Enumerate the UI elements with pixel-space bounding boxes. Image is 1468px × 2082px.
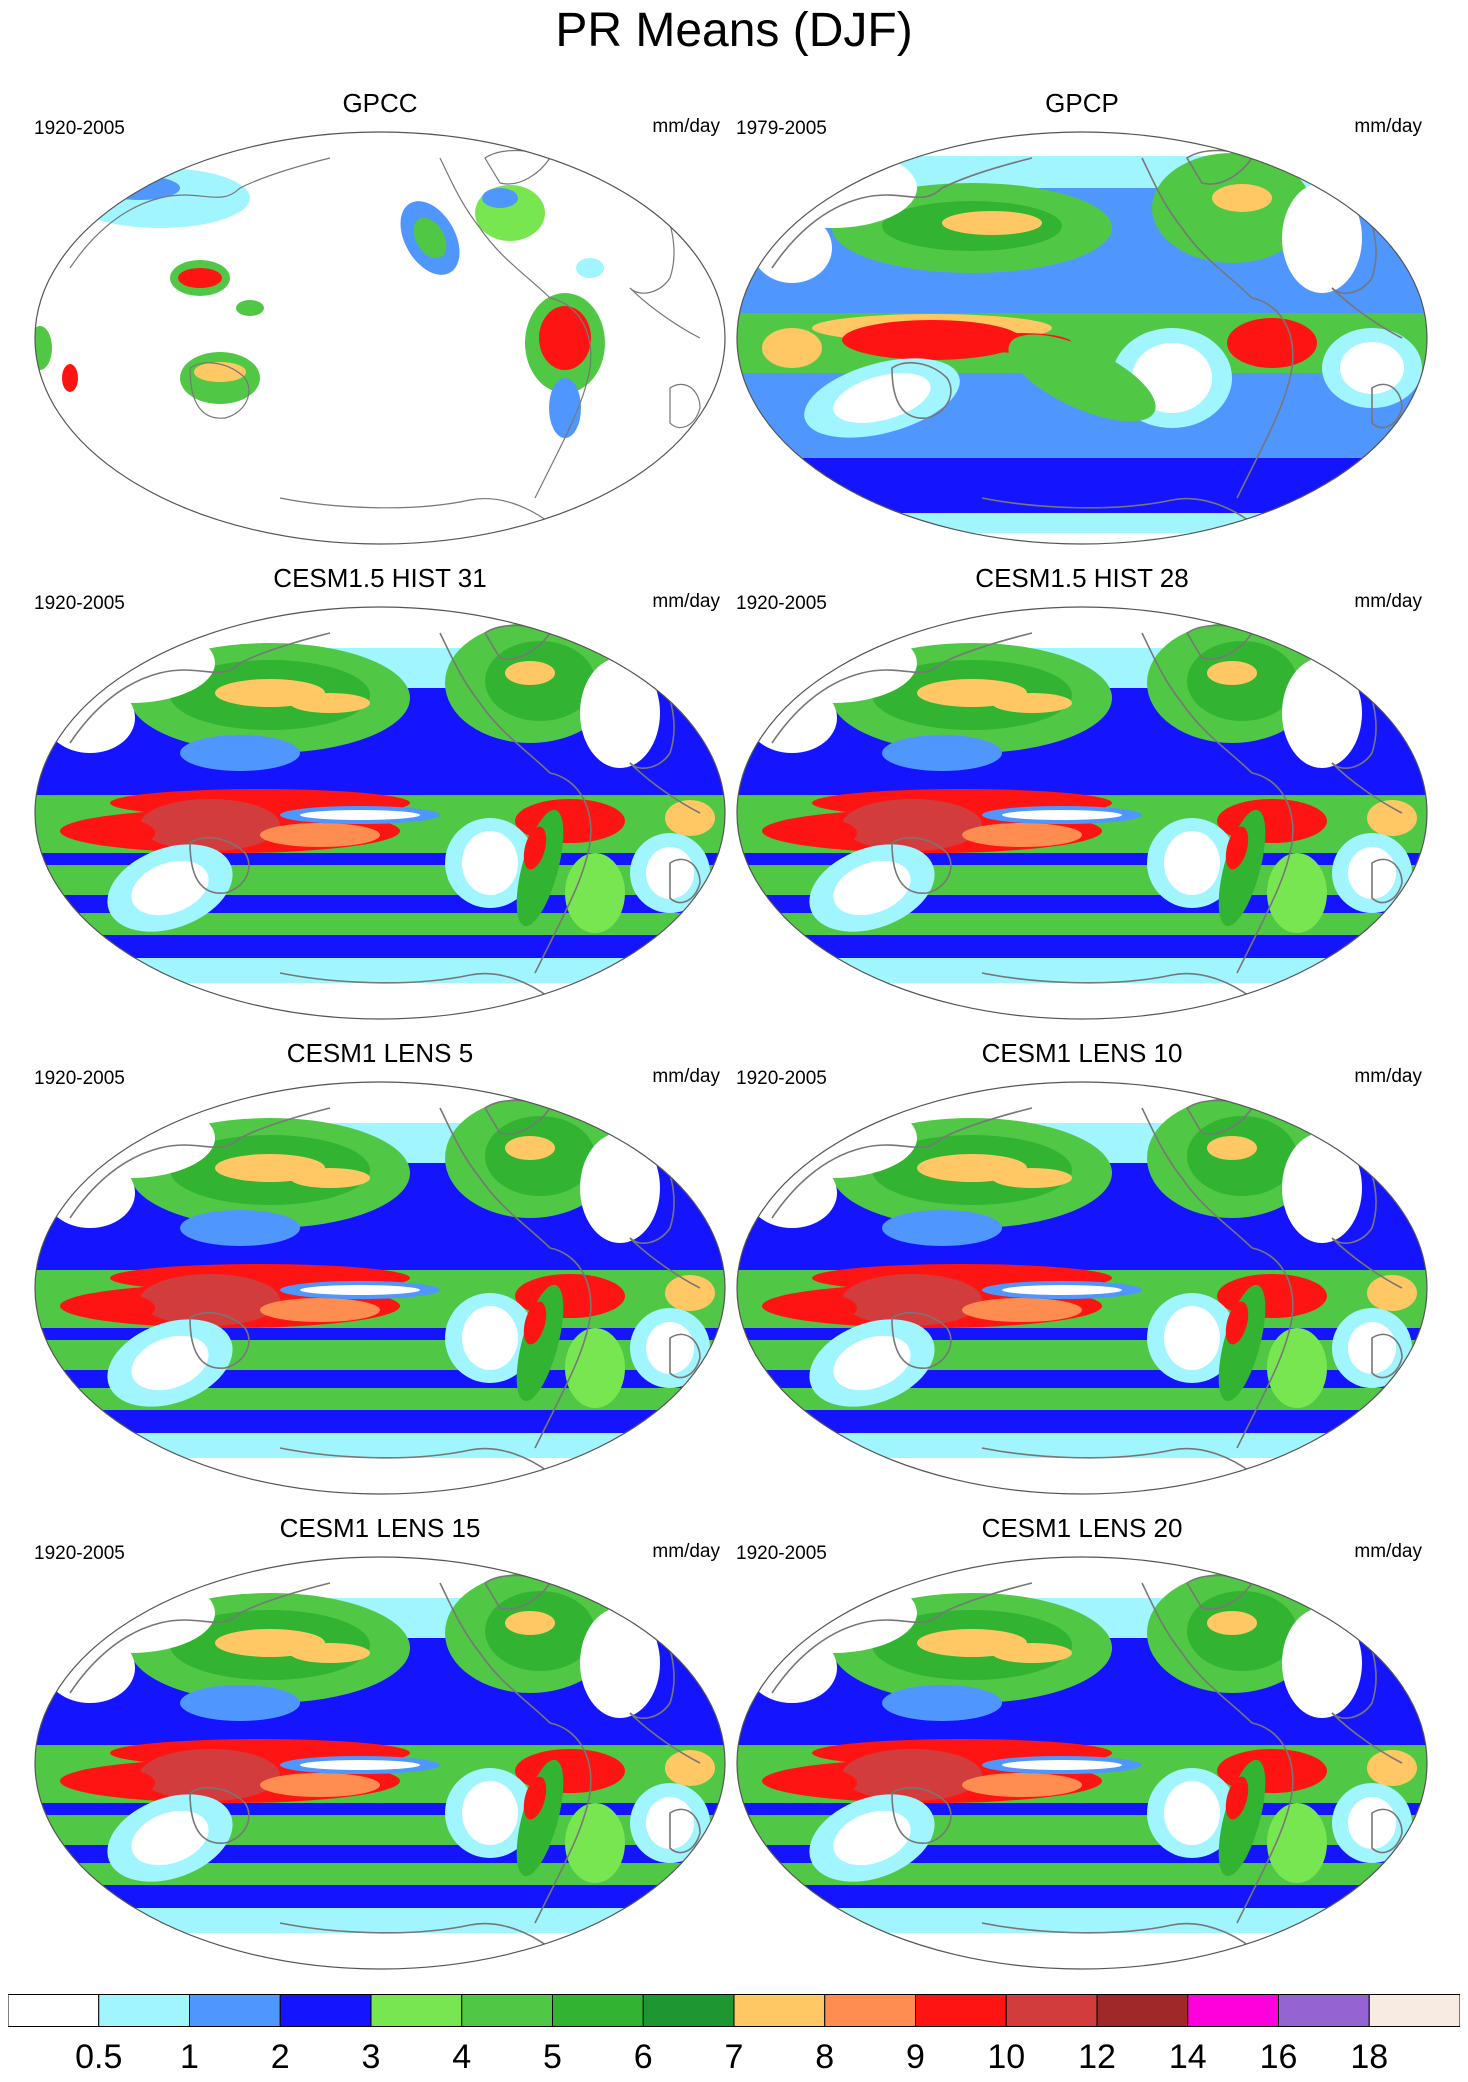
panel-years: 1920-2005 xyxy=(34,1068,125,1089)
colorbar-swatch xyxy=(1368,1994,1460,2027)
colorbar-label: 3 xyxy=(361,2038,381,2076)
map-panel: CESM1 LENS 20 1920-2005 mm/day xyxy=(732,1513,1432,1983)
colorbar-label: 0.5 xyxy=(75,2038,123,2076)
precip-map xyxy=(34,1556,726,1970)
colorbar-swatch xyxy=(1096,1994,1189,2027)
colorbar-label: 12 xyxy=(1078,2038,1116,2076)
panel-title: CESM1 LENS 10 xyxy=(981,1038,1183,1068)
colorbar-swatch xyxy=(1187,1994,1279,2027)
colorbar-swatch xyxy=(8,1994,100,2027)
colorbar-swatch xyxy=(1005,1994,1098,2027)
map-panel: CESM1 LENS 10 1920-2005 mm/day xyxy=(732,1038,1432,1508)
panel-units: mm/day xyxy=(1354,116,1422,137)
colorbar-swatch xyxy=(1278,1994,1370,2027)
panel-title: CESM1 LENS 15 xyxy=(279,1513,481,1543)
colorbar-label: 14 xyxy=(1168,2038,1207,2076)
colorbar-label: 7 xyxy=(724,2038,744,2076)
colorbar-label: 16 xyxy=(1259,2038,1298,2076)
colorbar-swatch xyxy=(824,1994,916,2027)
precip-map xyxy=(736,1556,1428,1970)
panel-units: mm/day xyxy=(652,591,720,612)
colorbar-label: 5 xyxy=(543,2038,562,2076)
colorbar-label: 4 xyxy=(452,2038,472,2076)
colorbar-label: 1 xyxy=(180,2038,199,2076)
map-panel: GPCP 1979-2005 mm/day xyxy=(732,88,1432,558)
panel-units: mm/day xyxy=(652,1066,720,1087)
panel-units: mm/day xyxy=(1354,1541,1422,1562)
map-panel: CESM1 LENS 15 1920-2005 mm/day xyxy=(30,1513,730,1983)
panel-units: mm/day xyxy=(1354,1066,1422,1087)
panel-title: CESM1 LENS 5 xyxy=(286,1038,474,1068)
colorbar-swatch xyxy=(461,1994,553,2027)
panel-units: mm/day xyxy=(652,116,720,137)
panel-years: 1920-2005 xyxy=(34,1543,125,1564)
panel-title: GPCC xyxy=(342,88,418,118)
panel-years: 1920-2005 xyxy=(736,593,827,614)
panel-title: CESM1 LENS 20 xyxy=(981,1513,1183,1543)
panel-units: mm/day xyxy=(652,1541,720,1562)
precip-map xyxy=(736,606,1428,1020)
colorbar-label: 18 xyxy=(1350,2038,1389,2076)
colorbar-swatch xyxy=(279,1994,372,2027)
colorbar-label: 6 xyxy=(633,2038,653,2076)
colorbar-swatch xyxy=(189,1994,281,2027)
panel-units: mm/day xyxy=(1354,591,1422,612)
precip-map xyxy=(736,131,1428,545)
colorbar-swatch xyxy=(552,1994,644,2027)
precip-map xyxy=(34,131,726,545)
panel-title: CESM1.5 HIST 28 xyxy=(975,563,1189,593)
map-panel: CESM1.5 HIST 28 1920-2005 mm/day xyxy=(732,563,1432,1033)
colorbar-swatch xyxy=(370,1994,463,2027)
precip-map xyxy=(34,1081,726,1495)
panel-years: 1920-2005 xyxy=(736,1543,827,1564)
colorbar xyxy=(8,1994,1460,2027)
panel-years: 1920-2005 xyxy=(34,593,125,614)
map-panel: CESM1.5 HIST 31 1920-2005 mm/day xyxy=(30,563,730,1033)
colorbar-label: 9 xyxy=(906,2038,925,2076)
precip-map xyxy=(736,1081,1428,1495)
panel-years: 1920-2005 xyxy=(34,118,125,139)
colorbar-label: 2 xyxy=(270,2038,290,2076)
colorbar-swatch xyxy=(915,1994,1007,2027)
main-title: PR Means (DJF) xyxy=(555,4,913,57)
colorbar-swatch xyxy=(98,1994,190,2027)
map-panel: CESM1 LENS 5 1920-2005 mm/day xyxy=(30,1038,730,1508)
map-panel: GPCC 1920-2005 mm/day xyxy=(30,88,730,558)
panel-years: 1979-2005 xyxy=(736,118,827,139)
panel-title: CESM1.5 HIST 31 xyxy=(273,563,487,593)
precip-map xyxy=(34,606,726,1020)
colorbar-swatch xyxy=(733,1994,826,2027)
colorbar-swatch xyxy=(642,1994,735,2027)
colorbar-label: 8 xyxy=(815,2038,835,2076)
panel-years: 1920-2005 xyxy=(736,1068,827,1089)
colorbar-label: 10 xyxy=(987,2038,1026,2076)
panel-title: GPCP xyxy=(1045,88,1119,118)
